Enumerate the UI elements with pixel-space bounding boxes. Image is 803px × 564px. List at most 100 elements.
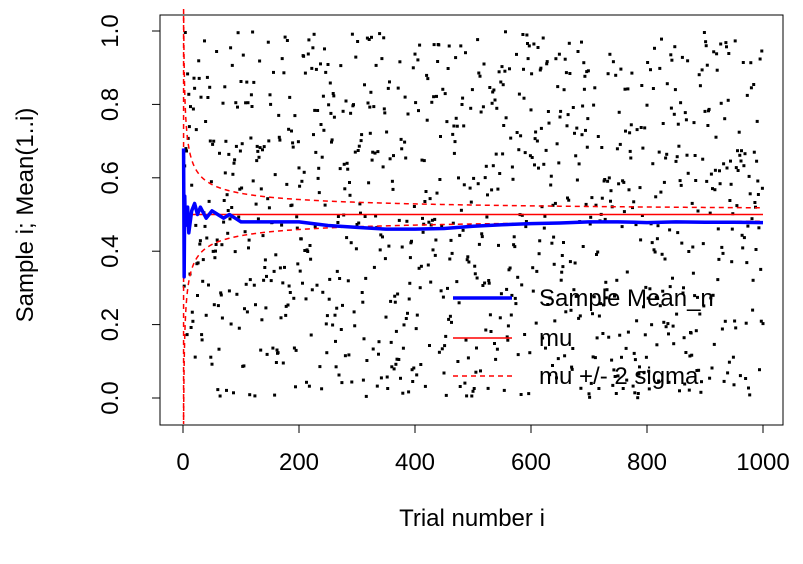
sample-point (267, 206, 271, 210)
sample-point (454, 56, 458, 60)
sample-point (309, 257, 313, 261)
sample-point (689, 331, 693, 335)
sample-point (676, 122, 680, 126)
sample-point (580, 40, 583, 44)
sample-point (549, 174, 553, 178)
sample-point (373, 151, 377, 155)
sample-point (361, 300, 365, 304)
sample-point (273, 173, 277, 177)
sample-point (394, 329, 398, 333)
sample-point (389, 299, 393, 303)
sample-point (591, 355, 595, 359)
sample-point (207, 199, 211, 203)
sample-point (427, 220, 431, 224)
sample-point (650, 323, 654, 327)
sample-point (281, 361, 285, 365)
sample-point (432, 43, 436, 47)
sample-point (207, 283, 210, 287)
sample-point (583, 74, 587, 78)
sample-point (567, 198, 571, 202)
sample-point (496, 187, 500, 191)
sample-point (460, 103, 464, 106)
x-axis-title: Trial number i (399, 505, 545, 532)
sample-point (510, 293, 514, 297)
sample-point (243, 307, 246, 311)
sample-point (314, 150, 318, 154)
sample-point (384, 315, 388, 319)
sample-point (528, 351, 532, 355)
sample-point (709, 296, 713, 300)
sample-point (306, 250, 310, 253)
sample-point (220, 316, 224, 320)
sample-point (362, 337, 366, 341)
sample-point (543, 214, 547, 218)
sample-point (187, 125, 191, 129)
sample-point (441, 295, 445, 299)
sample-point (528, 154, 532, 158)
sample-point (499, 80, 503, 84)
sample-point (325, 351, 329, 355)
sample-point (758, 57, 762, 61)
sample-point (572, 288, 576, 292)
sample-point (705, 179, 709, 183)
sample-point (696, 209, 700, 213)
sample-point (725, 45, 728, 49)
sample-point (720, 245, 724, 249)
sample-point (753, 201, 757, 204)
sample-point (611, 60, 615, 64)
sample-point (382, 107, 386, 111)
sample-point (479, 110, 483, 114)
sample-point (366, 101, 370, 105)
sample-point (470, 394, 474, 398)
sample-point (461, 228, 465, 232)
sample-point (184, 147, 188, 151)
sample-point (674, 159, 678, 163)
sample-point (316, 176, 320, 180)
sample-point (736, 169, 740, 172)
sample-point (716, 278, 720, 282)
sample-point (507, 268, 511, 272)
sample-point (603, 178, 607, 181)
sample-point (552, 262, 556, 266)
sample-point (241, 53, 245, 57)
sample-point (247, 238, 251, 242)
sample-point (225, 193, 229, 197)
sample-point (755, 159, 759, 163)
sample-point (527, 392, 531, 396)
sample-point (396, 292, 400, 296)
sample-point (738, 374, 742, 378)
sample-point (497, 70, 501, 74)
sample-point (459, 208, 463, 212)
sample-point (590, 196, 594, 200)
sample-point (729, 182, 733, 186)
sample-point (728, 199, 732, 202)
sample-point (523, 333, 527, 336)
sample-point (292, 296, 296, 300)
sample-point (588, 395, 592, 399)
sample-point (349, 111, 353, 115)
sample-point (505, 287, 509, 291)
sample-point (382, 36, 386, 40)
sample-point (222, 199, 226, 202)
sample-point (295, 215, 299, 219)
sample-point (377, 352, 380, 356)
sample-point (594, 203, 598, 207)
sample-point (591, 312, 594, 316)
sample-point (585, 70, 589, 74)
sample-point (327, 103, 331, 107)
sample-point (399, 137, 403, 141)
sample-point (398, 60, 402, 64)
sample-point (408, 256, 412, 260)
sample-point (435, 191, 439, 195)
sample-point (439, 289, 443, 293)
sample-point (568, 72, 572, 75)
sample-point (554, 57, 558, 61)
sample-point (537, 166, 540, 170)
sample-point (229, 322, 233, 326)
sample-point (494, 357, 498, 361)
sample-point (403, 140, 407, 144)
sample-point (336, 215, 340, 218)
sample-point (715, 52, 719, 56)
sample-point (252, 80, 256, 84)
sample-point (628, 149, 632, 153)
